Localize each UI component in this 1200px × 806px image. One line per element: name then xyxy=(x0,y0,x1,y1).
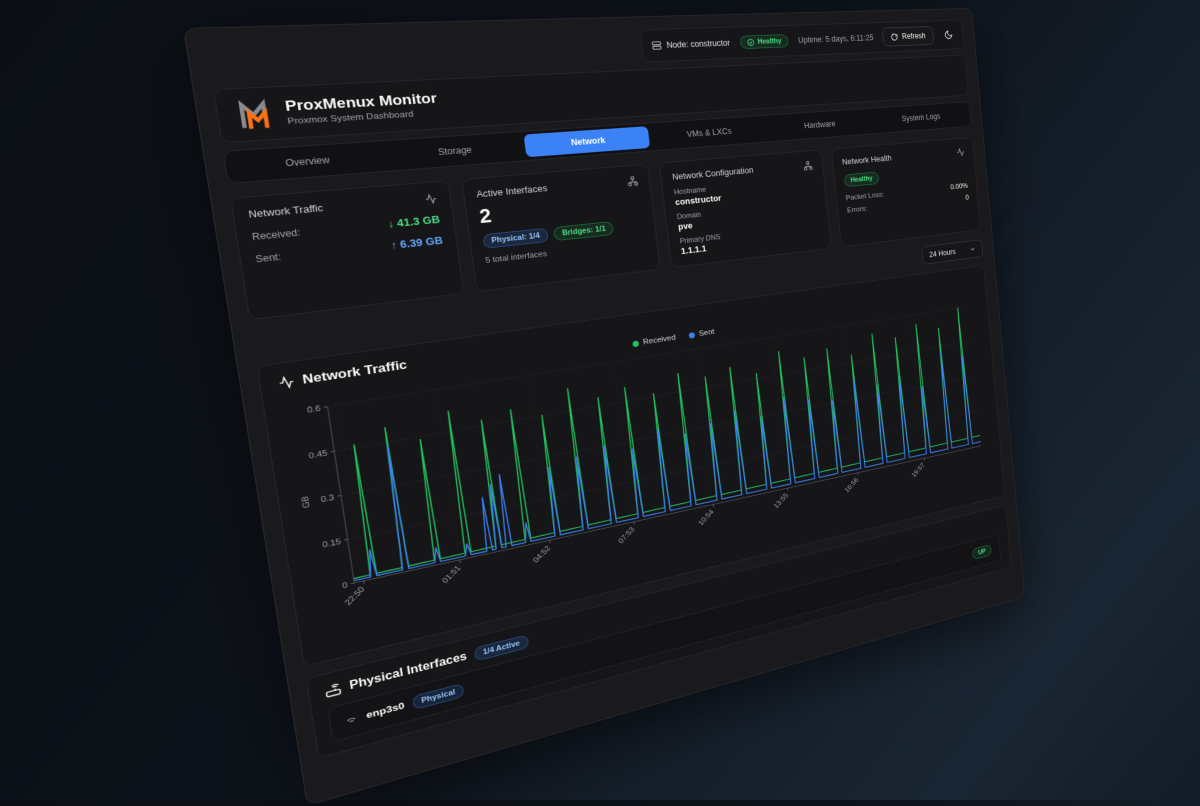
physical-count-badge: Physical: 1/4 xyxy=(482,228,549,249)
svg-text:0.3: 0.3 xyxy=(320,493,335,504)
health-badge: Healthy xyxy=(740,34,790,49)
packet-loss-value: 0.00% xyxy=(950,182,968,191)
bridges-count-badge: Bridges: 1/1 xyxy=(553,221,614,241)
health-status-badge: Healthy xyxy=(843,171,879,187)
packet-loss-label: Packet Loss: xyxy=(845,191,884,202)
moon-icon xyxy=(944,30,954,40)
network-health-card: Network Health Healthy Packet Loss: 0.00… xyxy=(831,137,981,247)
tab-storage[interactable]: Storage xyxy=(383,135,523,168)
dashboard-window: Node: constructor Healthy Uptime: 5 days… xyxy=(183,8,1025,806)
activity-icon xyxy=(424,193,438,205)
proxmenux-logo-icon xyxy=(232,97,276,132)
svg-text:04:52: 04:52 xyxy=(532,544,553,564)
interface-type-badge: Physical xyxy=(412,683,465,710)
sent-label: Sent: xyxy=(255,251,282,264)
refresh-button[interactable]: Refresh xyxy=(882,26,934,46)
chevron-down-icon xyxy=(969,245,976,253)
received-value: ↓ 41.3 GB xyxy=(387,213,440,230)
received-label: Received: xyxy=(251,227,301,242)
svg-text:07:53: 07:53 xyxy=(617,526,637,545)
dashboard-page: Node: constructor Healthy Uptime: 5 days… xyxy=(183,8,1025,806)
errors-label: Errors: xyxy=(847,205,868,215)
node-indicator: Node: constructor xyxy=(652,38,731,50)
uptime-label: Uptime: 5 days, 6:11:25 xyxy=(798,33,874,45)
router-icon xyxy=(324,682,342,700)
svg-text:0: 0 xyxy=(342,581,349,591)
card-title: Network Health xyxy=(842,154,892,167)
svg-text:01:51: 01:51 xyxy=(441,564,463,585)
network-traffic-card: Network Traffic Received: ↓ 41.3 GB Sent… xyxy=(230,180,464,320)
svg-text:16:56: 16:56 xyxy=(844,476,860,494)
svg-text:0.45: 0.45 xyxy=(308,449,328,461)
card-title: Active Interfaces xyxy=(476,183,548,199)
activity-icon xyxy=(956,147,965,157)
svg-text:0.6: 0.6 xyxy=(307,404,322,415)
theme-toggle-button[interactable] xyxy=(941,27,955,42)
svg-text:19:57: 19:57 xyxy=(911,462,927,479)
interface-name: enp3s0 xyxy=(365,700,405,721)
card-title: Network Configuration xyxy=(672,166,754,182)
activity-icon xyxy=(278,374,296,390)
active-interfaces-card: Active Interfaces 2 Physical: 1/4 Bridge… xyxy=(461,164,661,292)
svg-text:0.15: 0.15 xyxy=(322,537,342,549)
tab-network[interactable]: Network xyxy=(523,126,650,157)
svg-text:13:55: 13:55 xyxy=(773,492,790,510)
time-range-select[interactable]: 24 Hours xyxy=(921,239,983,265)
wifi-icon xyxy=(344,712,359,727)
tab-hardware[interactable]: Hardware xyxy=(766,111,871,139)
check-circle-icon xyxy=(747,38,755,46)
sent-value: ↑ 6.39 GB xyxy=(390,234,443,251)
tab-system-logs[interactable]: System Logs xyxy=(872,105,969,131)
received-dot-icon xyxy=(632,340,639,347)
svg-text:GB: GB xyxy=(300,495,312,509)
tab-vms-lxcs[interactable]: VMs & LXCs xyxy=(650,118,765,147)
down-arrow-icon: ↓ xyxy=(387,218,395,230)
node-label: Node: constructor xyxy=(666,38,730,50)
sent-dot-icon xyxy=(689,332,696,339)
errors-value: 0 xyxy=(965,194,969,201)
network-icon xyxy=(627,176,639,187)
card-title: Network Traffic xyxy=(248,203,324,220)
up-arrow-icon: ↑ xyxy=(390,239,398,251)
refresh-icon xyxy=(890,33,898,41)
network-icon xyxy=(803,160,813,170)
server-icon xyxy=(652,41,663,51)
interface-status-badge: UP xyxy=(972,544,992,560)
tab-overview[interactable]: Overview xyxy=(228,144,383,179)
svg-text:10:54: 10:54 xyxy=(697,508,715,527)
